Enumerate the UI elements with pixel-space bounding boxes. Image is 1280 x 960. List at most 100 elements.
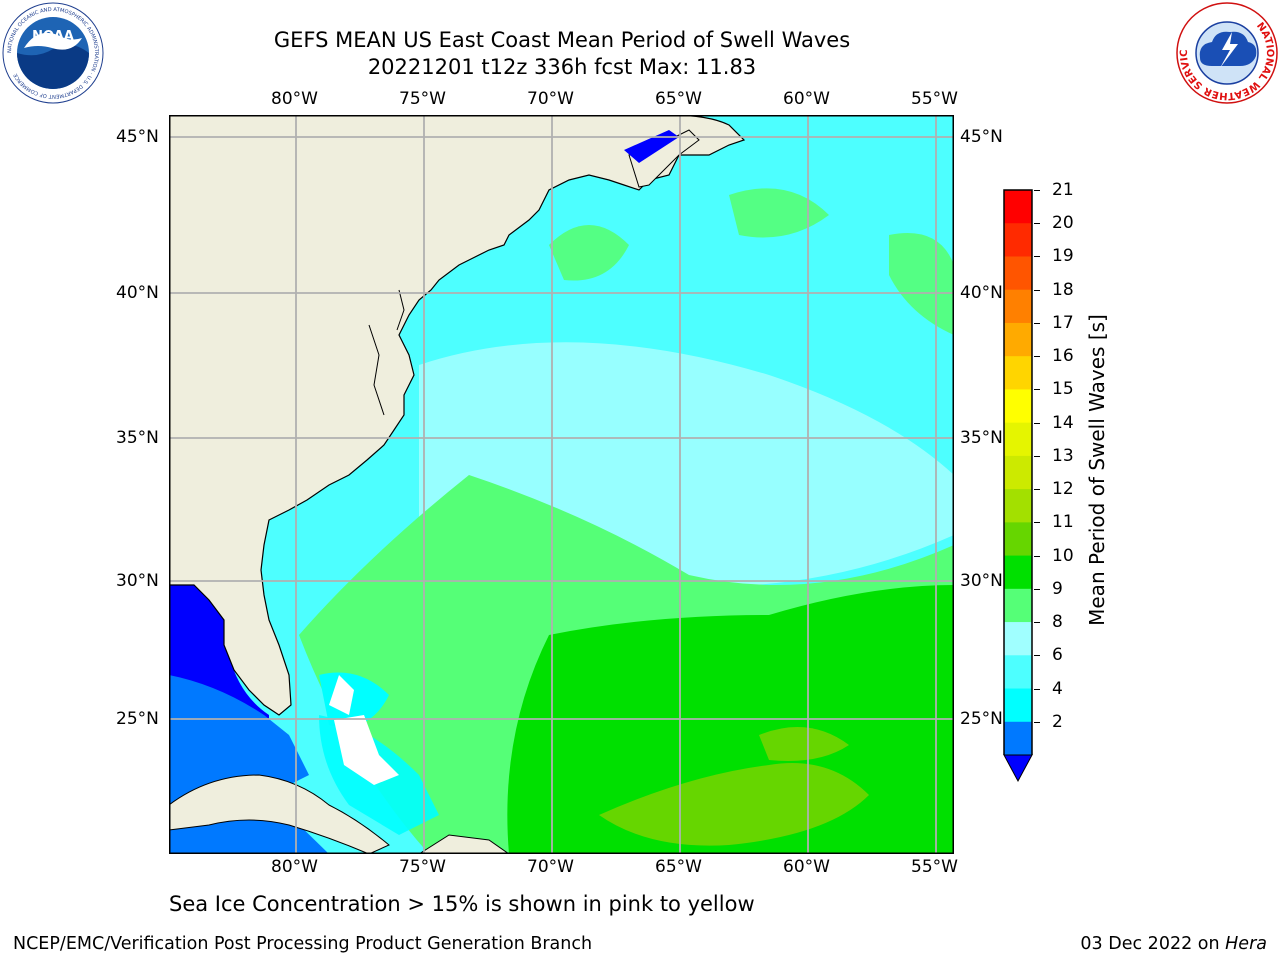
colorbar-swatch [1004,555,1032,590]
colorbar-tick-label: 16 [1052,346,1074,367]
delaware-coast [396,289,405,331]
colorbar-tick-mark [1034,489,1040,491]
lon-label-bottom: 80°W [271,857,318,877]
swell-patch [549,225,629,281]
graticule [169,115,954,854]
lat-label-right: 30°N [960,571,1003,591]
lon-label-bottom: 75°W [399,857,446,877]
lat-label-left: 25°N [116,709,159,729]
footer-machine: Hera [1225,934,1267,954]
footer-branch: NCEP/EMC/Verification Post Processing Pr… [13,934,593,954]
colorbar-swatch [1004,522,1032,557]
chesapeake-coast [368,324,385,416]
colorbar [1002,188,1034,783]
colorbar-tick-label: 19 [1052,246,1074,267]
colorbar-tick-label: 4 [1052,678,1063,699]
colorbar-tick-mark [1034,356,1040,358]
lat-label-right: 35°N [960,428,1003,448]
lon-label-bottom: 65°W [655,857,702,877]
lat-label-right: 45°N [960,127,1003,147]
lat-label-left: 35°N [116,428,159,448]
colorbar-tick-label: 8 [1052,612,1063,633]
lon-label-top: 70°W [527,89,574,109]
swell-band-11-12s [599,763,869,846]
colorbar-swatch [1004,489,1032,523]
map-frame [169,115,954,854]
swell-band-11-12s [759,727,849,761]
colorbar-tick-label: 2 [1052,711,1063,732]
lon-label-bottom: 60°W [783,857,830,877]
colorbar-swatch [1004,588,1032,623]
colorbar-tick-mark [1034,289,1040,291]
colorbar-swatch [1004,223,1032,257]
colorbar-tick-mark [1034,588,1040,590]
colorbar-swatch [1004,622,1032,656]
map-title: GEFS MEAN US East Coast Mean Period of S… [273,28,851,52]
lon-label-top: 80°W [271,89,318,109]
lon-label-top: 65°W [655,89,702,109]
lat-label-right: 25°N [960,709,1003,729]
colorbar-tick-mark [1034,522,1040,524]
colorbar-tick-label: 10 [1052,545,1074,566]
colorbar-tick-label: 6 [1052,645,1063,666]
colorbar-swatch [1004,455,1032,490]
colorbar-tick-mark [1034,455,1040,457]
colorbar-frame [1003,189,1033,755]
colorbar-tick-label: 21 [1052,180,1074,200]
colorbar-tick-label: 20 [1052,213,1074,234]
colorbar-ticks: 21 20 19 18 17 16 15 14 13 12 11 10 9 8 6 4 2 [1034,180,1084,768]
colorbar-swatch [1004,389,1032,424]
colorbar-swatch [1004,422,1032,457]
bay-of-fundy-low-swell [624,130,679,163]
lon-label-top: 75°W [399,89,446,109]
colorbar-swatch [1004,190,1032,224]
lon-label-bottom: 55°W [911,857,958,877]
colorbar-tick-mark [1034,256,1040,258]
colorbar-tick-mark [1034,422,1040,424]
lat-label-left: 45°N [116,127,159,147]
lon-label-top: 60°W [783,89,830,109]
colorbar-tick-mark [1034,721,1040,723]
colorbar-tick-label: 12 [1052,479,1074,500]
lat-label-left: 30°N [116,571,159,591]
nws-logo: NATIONAL WEATHER SERVICE [1173,0,1278,104]
noaa-logo: NATIONAL OCEANIC AND ATMOSPHERIC ADMINIS… [2,2,104,104]
north-america-land [169,115,746,716]
colorbar-tick-mark [1034,190,1040,191]
colorbar-tick-mark [1034,389,1040,391]
colorbar-swatch [1004,289,1032,324]
colorbar-tick-label: 18 [1052,279,1074,300]
swell-patch [729,188,829,238]
colorbar-tick-mark [1034,688,1040,690]
lon-label-bottom: 70°W [527,857,574,877]
lon-label-top: 55°W [911,89,958,109]
lat-label-right: 40°N [960,283,1003,303]
colorbar-tick-label: 15 [1052,379,1074,400]
colorbar-tick-label: 14 [1052,412,1074,433]
colorbar-tick-label: 17 [1052,312,1074,333]
colorbar-swatch [1004,356,1032,390]
colorbar-tick-label: 13 [1052,445,1074,466]
colorbar-swatch [1004,655,1032,690]
hispaniola-land [418,834,510,854]
map-subtitle: 20221201 t12z 336h fcst Max: 11.83 [367,55,757,79]
colorbar-label: Mean Period of Swell Waves [s] [1085,314,1109,626]
colorbar-tick-mark [1034,655,1040,657]
bahamas-bank [334,715,399,785]
colorbar-tick-mark [1034,223,1040,225]
colorbar-tick-mark [1034,322,1040,324]
colorbar-tick-label: 9 [1052,578,1063,599]
bahamas-bank [329,675,354,715]
colorbar-swatch [1004,688,1032,723]
cuba-land [169,774,390,854]
swell-period-map [169,115,954,854]
colorbar-swatch [1004,322,1032,357]
colorbar-tick-mark [1034,622,1040,624]
colorbar-tick-label: 11 [1052,512,1074,533]
lat-label-left: 40°N [116,283,159,303]
colorbar-under-arrow [1003,754,1033,783]
colorbar-swatch [1004,721,1032,756]
colorbar-swatch [1004,256,1032,291]
footer-date-text: 03 Dec 2022 on [1080,934,1226,954]
footer-date: 03 Dec 2022 on Hera [1080,934,1267,954]
